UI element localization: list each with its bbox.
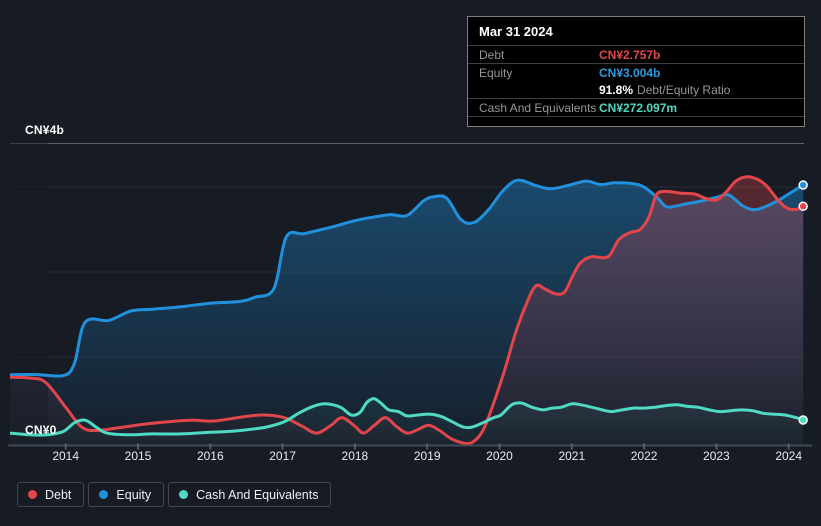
equity-line [10, 178, 805, 378]
legend-item-cash[interactable]: Cash And Equivalents [168, 482, 332, 507]
tooltip-row-ratio: 91.8% Debt/Equity Ratio [468, 81, 804, 98]
x-axis-label-2019: 2019 [413, 449, 441, 463]
x-axis-label-2018: 2018 [341, 449, 369, 463]
debt-line [10, 175, 805, 446]
x-axis-label-2024: 2024 [775, 449, 803, 463]
tooltip-row-debt: Debt CN¥2.757b [468, 45, 804, 63]
chart-tooltip: Mar 31 2024 Debt CN¥2.757b Equity CN¥3.0… [467, 16, 805, 127]
cash-line [10, 397, 805, 437]
x-axis-label-2017: 2017 [269, 449, 296, 463]
legend-item-debt[interactable]: Debt [17, 482, 85, 507]
legend-cash-label: Cash And Equivalents [196, 487, 319, 502]
x-axis-label-2014: 2014 [52, 449, 80, 463]
x-axis-label-2023: 2023 [703, 449, 730, 463]
endpoint-dot-equity [798, 180, 808, 190]
cash-dot-icon [179, 490, 189, 499]
legend-debt-label: Debt [45, 487, 72, 502]
tooltip-cash-value: CN¥272.097m [599, 100, 678, 115]
endpoint-dot-debt [798, 201, 808, 212]
tooltip-ratio-label: Debt/Equity Ratio [637, 82, 731, 97]
x-axis-label-2021: 2021 [558, 449, 586, 463]
debt-dot-icon [28, 490, 37, 499]
tooltip-debt-label: Debt [479, 47, 505, 62]
x-axis-label-2016: 2016 [196, 449, 224, 463]
x-axis-label-2015: 2015 [124, 449, 152, 463]
pre-history-dim-band [10, 143, 48, 445]
tooltip-cash-label: Cash And Equivalents [479, 100, 597, 115]
debt-area [10, 176, 804, 446]
endpoint-dot-cash [798, 415, 808, 425]
tooltip-row-equity: Equity CN¥3.004b [468, 63, 804, 81]
x-axis-label-2022: 2022 [630, 449, 658, 463]
y-axis-max-label: CN¥4b [25, 123, 65, 137]
equity-dot-icon [99, 490, 109, 499]
legend-item-equity[interactable]: Equity [88, 482, 165, 507]
x-axis-label-2020: 2020 [486, 449, 513, 463]
tooltip-equity-label: Equity [479, 65, 513, 80]
tooltip-equity-value: CN¥3.004b [599, 65, 661, 80]
y-axis-zero-label: CN¥0 [25, 423, 57, 437]
tooltip-ratio-value: 91.8% [599, 82, 634, 97]
chart-legend: Debt Equity Cash And Equivalents [17, 482, 332, 507]
tooltip-row-cash: Cash And Equivalents CN¥272.097m [468, 98, 804, 117]
legend-equity-label: Equity [116, 487, 152, 502]
tooltip-date: Mar 31 2024 [479, 24, 553, 39]
tooltip-debt-value: CN¥2.757b [599, 47, 661, 62]
